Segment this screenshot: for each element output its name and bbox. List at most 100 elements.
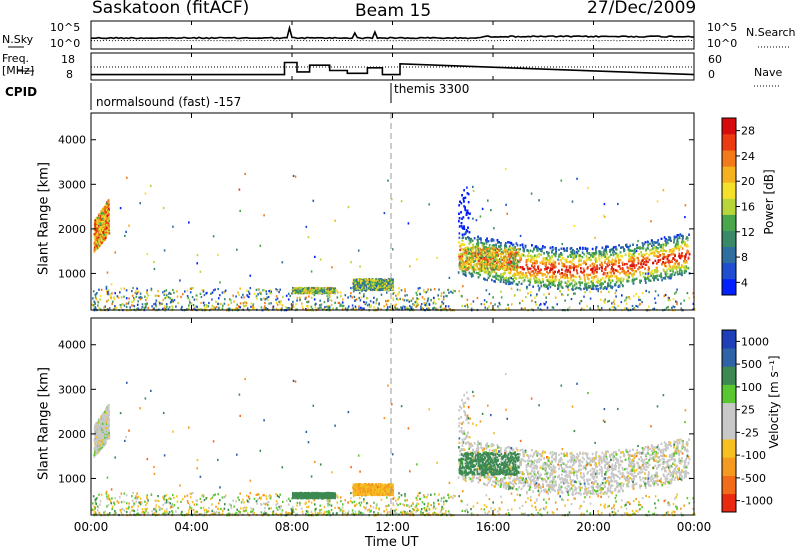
power-pixel [325,287,327,290]
power-pixel [114,305,116,308]
power-pixel [327,286,330,289]
power-pixel [120,306,122,309]
power-pixel [314,289,316,292]
power-pixel [435,307,437,310]
power-pixel [461,304,464,307]
power-pixel [105,218,108,221]
power-pixel [103,206,106,209]
power-pixel [214,307,217,310]
power-pixel [664,293,667,297]
power-pixel [133,299,135,302]
power-pixel [384,285,386,288]
power-pixel [190,302,193,305]
power-pixel [262,289,264,292]
power-pixel [327,299,329,303]
power-pixel [308,288,310,291]
power-pixel [281,304,284,307]
power-pixel [441,300,443,303]
power-pixel [586,305,588,308]
power-pixel [409,304,411,308]
power-pixel [676,301,678,304]
power-pixel [623,307,626,310]
power-pixel [96,231,99,234]
power-pixel [108,217,110,220]
power-pixel [360,306,362,309]
power-pixel [589,297,592,300]
power-pixel [96,300,99,303]
power-pixel [461,295,463,298]
power-pixel [386,307,389,310]
power-pixel [271,306,274,309]
power-pixel [433,300,435,303]
power-pixel [98,232,101,236]
power-pixel [101,225,103,228]
power-pixel [154,294,157,297]
power-pixel [490,302,492,305]
power-pixel [359,299,362,302]
power-pixel [108,205,111,208]
power-pixel [101,235,103,238]
power-pixel [597,307,600,310]
power-pixel [105,287,108,290]
power-pixel [520,307,523,310]
power-pixel [295,290,298,293]
power-pixel [394,304,396,307]
power-pixel [224,289,227,292]
top-panel-frame [90,20,695,50]
power-pixel [157,290,159,293]
power-pixel [203,304,206,307]
power-pixel [330,299,333,302]
power-pixel [363,300,365,304]
power-pixel [106,300,108,303]
power-pixel [186,295,189,298]
power-pixel [615,295,617,298]
power-pixel [160,302,163,305]
power-pixel [95,223,97,227]
power-pixel [388,286,390,289]
power-pixel [641,301,643,304]
power-pixel [135,295,138,298]
power-pixel [539,308,542,311]
power-pixel [125,302,128,305]
power-pixel [416,297,418,300]
power-pixel [238,305,240,308]
power-pixel [302,288,304,291]
power-pixel [101,212,104,215]
power-pixel [531,299,533,302]
power-pixel [310,296,313,299]
power-pixel [574,292,576,295]
power-pixel [530,308,533,311]
power-pixel [341,304,343,307]
power-pixel [292,290,295,293]
power-pixel [305,289,308,292]
power-pixel [428,303,431,306]
power-pixel [99,235,101,239]
power-pixel [369,300,372,303]
power-pixel [318,306,321,309]
power-pixel [597,305,599,308]
power-pixel [414,301,416,304]
power-pixel [398,287,400,290]
power-pixel [270,290,272,293]
power-pixel [170,292,172,295]
power-pixel [301,305,304,308]
power-pixel [452,289,455,292]
power-pixel [111,300,114,303]
power-pixel [270,302,272,305]
power-pixel [340,295,342,298]
power-pixel [230,299,232,302]
power-pixel [339,304,341,307]
power-pixel [253,292,256,295]
power-pixel [99,227,102,230]
power-pixel [104,229,107,232]
power-pixel [221,291,224,294]
power-pixel [305,308,307,311]
power-pixel [103,215,105,218]
power-pixel [365,301,368,304]
power-pixel [143,306,146,309]
power-pixel [200,301,202,305]
power-pixel [155,305,158,308]
power-pixel [144,303,147,306]
power-pixel [94,296,97,299]
power-pixel [102,234,105,237]
